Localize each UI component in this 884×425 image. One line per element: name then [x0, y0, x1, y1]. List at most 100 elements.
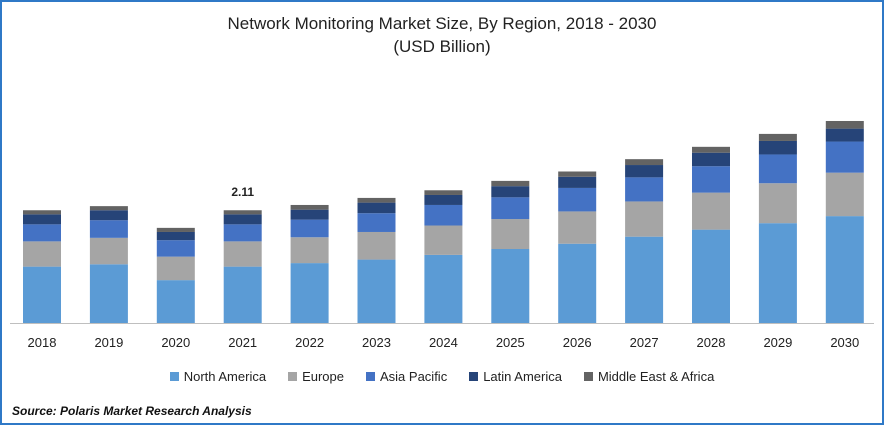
- legend-label-middle-east-africa: Middle East & Africa: [597, 369, 715, 384]
- chart-subtitle: (USD Billion): [393, 37, 491, 56]
- legend-swatch-north-america: [169, 372, 179, 381]
- bar-segment-2023-middle-east-africa: [357, 197, 396, 203]
- bar-segment-2029-middle-east-africa: [758, 133, 797, 141]
- legend-item-latin-america: Latin America: [469, 369, 562, 384]
- bar-segment-2019-latin-america: [89, 210, 128, 221]
- bar-segment-2026-north-america: [558, 243, 597, 323]
- bar-segment-2026-latin-america: [558, 176, 597, 188]
- bar-segment-2023-europe: [357, 231, 396, 260]
- bar-segment-2020-europe: [156, 256, 195, 281]
- bar-segment-2028-middle-east-africa: [692, 146, 730, 153]
- bar-segment-2020-north-america: [156, 280, 195, 323]
- x-tick-label-2018: 2018: [28, 335, 57, 350]
- bar-segment-2029-asia-pacific: [758, 154, 797, 184]
- bar-segment-2028-latin-america: [692, 152, 730, 167]
- legend-label-asia-pacific: Asia Pacific: [380, 369, 448, 384]
- bar-segment-2030-asia-pacific: [825, 141, 864, 173]
- bar-segment-2025-asia-pacific: [491, 197, 530, 220]
- x-tick-label-2026: 2026: [563, 335, 592, 350]
- bar-segment-2029-north-america: [758, 223, 797, 323]
- x-tick-label-2019: 2019: [94, 335, 123, 350]
- bar-segment-2023-north-america: [357, 259, 396, 323]
- bar-segment-2025-north-america: [491, 249, 530, 323]
- bar-segment-2023-latin-america: [357, 202, 396, 214]
- bar-segment-2025-latin-america: [491, 186, 530, 198]
- bar-segment-2018-asia-pacific: [23, 224, 61, 242]
- bar-segment-2026-asia-pacific: [558, 187, 597, 212]
- bar-segment-2024-asia-pacific: [424, 204, 463, 226]
- legend-label-europe: Europe: [302, 369, 344, 384]
- bar-segment-2029-europe: [758, 183, 797, 224]
- bar-segment-2021-middle-east-africa: [223, 210, 262, 215]
- bar-segment-2027-north-america: [625, 236, 664, 323]
- legend-swatch-europe: [288, 372, 298, 381]
- bar-segment-2019-europe: [89, 237, 128, 265]
- bar-segment-2021-asia-pacific: [223, 224, 262, 242]
- bar-segment-2022-europe: [290, 237, 329, 264]
- bar-segment-2020-asia-pacific: [156, 240, 195, 257]
- source-note: Source: Polaris Market Research Analysis: [12, 404, 252, 418]
- x-tick-label-2021: 2021: [228, 335, 257, 350]
- bar-segment-2020-middle-east-africa: [156, 227, 195, 232]
- legend-item-middle-east-africa: Middle East & Africa: [583, 369, 715, 384]
- chart-legend: North America Europe Asia Pacific Latin Ame…: [2, 369, 882, 384]
- legend-swatch-middle-east-africa: [583, 372, 593, 381]
- bar-segment-2026-europe: [558, 211, 597, 244]
- x-tick-label-2024: 2024: [429, 335, 458, 350]
- bar-segment-2028-north-america: [692, 229, 730, 323]
- bar-segment-2022-middle-east-africa: [290, 204, 329, 210]
- legend-label-latin-america: Latin America: [483, 369, 562, 384]
- bar-segment-2025-middle-east-africa: [491, 180, 530, 187]
- bar-segment-2030-middle-east-africa: [825, 120, 864, 129]
- x-tick-label-2023: 2023: [362, 335, 391, 350]
- bar-segment-2018-latin-america: [23, 214, 61, 225]
- bar-segment-2030-europe: [825, 172, 864, 217]
- bar-segment-2027-latin-america: [625, 165, 664, 178]
- bar-segment-2029-latin-america: [758, 140, 797, 155]
- bar-segment-2026-middle-east-africa: [558, 171, 597, 177]
- bar-segment-2024-north-america: [424, 254, 463, 323]
- bar-segment-2028-europe: [692, 192, 730, 230]
- bar-segment-2020-latin-america: [156, 231, 195, 241]
- bar-segment-2018-north-america: [23, 266, 61, 323]
- stacked-bar-chart: 2018 2019 2020 2.11 2021 2022 2023 2024 2025 2026…: [10, 120, 874, 350]
- bar-segment-2021-europe: [223, 241, 262, 267]
- legend-label-north-america: North America: [183, 369, 267, 384]
- bar-segment-2021-north-america: [223, 266, 262, 323]
- x-tick-label-2025: 2025: [496, 335, 525, 350]
- bar-segment-2025-europe: [491, 219, 530, 250]
- x-tick-label-2027: 2027: [630, 335, 659, 350]
- x-tick-label-2029: 2029: [763, 335, 792, 350]
- bar-segment-2027-middle-east-africa: [625, 159, 664, 166]
- data-label-2021: 2.11: [231, 185, 254, 199]
- x-tick-label-2028: 2028: [697, 335, 726, 350]
- bar-segment-2018-europe: [23, 241, 61, 267]
- bar-segment-2022-north-america: [290, 263, 329, 323]
- bar-segment-2028-asia-pacific: [692, 166, 730, 193]
- bar-segment-2030-latin-america: [825, 128, 864, 142]
- bar-segment-2030-north-america: [825, 216, 864, 323]
- bar-segment-2019-middle-east-africa: [89, 206, 128, 211]
- x-tick-label-2020: 2020: [161, 335, 190, 350]
- bar-segment-2024-latin-america: [424, 194, 463, 205]
- bar-segment-2027-asia-pacific: [625, 177, 664, 202]
- x-tick-label-2022: 2022: [295, 335, 324, 350]
- bar-segment-2022-asia-pacific: [290, 219, 329, 238]
- bar-segment-2027-europe: [625, 201, 664, 237]
- bar-segment-2024-europe: [424, 225, 463, 255]
- legend-item-north-america: North America: [169, 369, 267, 384]
- x-tick-label-2030: 2030: [830, 335, 859, 350]
- legend-swatch-latin-america: [469, 372, 479, 381]
- bar-segment-2019-asia-pacific: [89, 220, 128, 238]
- bar-segment-2018-middle-east-africa: [23, 210, 61, 215]
- legend-swatch-asia-pacific: [366, 372, 375, 381]
- bar-segment-2021-latin-america: [223, 214, 262, 225]
- chart-title: Network Monitoring Market Size, By Regio…: [227, 14, 657, 33]
- legend-item-europe: Europe: [288, 369, 344, 384]
- bar-segment-2022-latin-america: [290, 209, 329, 220]
- bar-segment-2019-north-america: [89, 264, 128, 323]
- legend-item-asia-pacific: Asia Pacific: [366, 369, 447, 384]
- bar-segment-2023-asia-pacific: [357, 213, 396, 232]
- bar-segment-2024-middle-east-africa: [424, 190, 463, 195]
